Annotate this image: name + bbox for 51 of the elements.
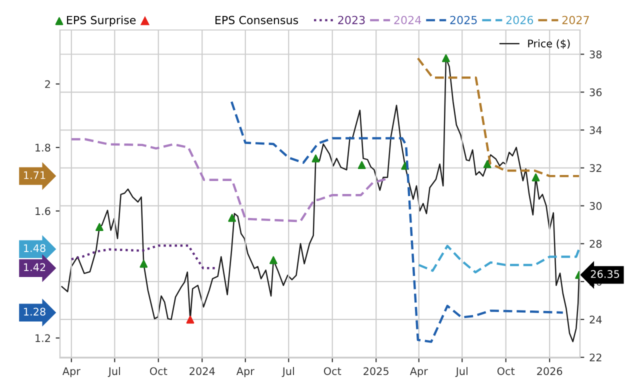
legend-label: EPS Surprise: [67, 16, 136, 26]
line-series: [416, 57, 580, 178]
x-tick-label: Jul: [108, 367, 120, 378]
text: 1.28: [24, 308, 46, 316]
x-tick-label: Apr: [62, 367, 80, 378]
legend-label: 2024: [394, 16, 422, 24]
legend-label: Price ($): [528, 39, 570, 49]
legend-label: 2026: [506, 16, 534, 24]
point: [186, 316, 194, 324]
text: 1.42: [24, 263, 46, 272]
y-tick-label: 1.6: [36, 207, 50, 216]
y-tick-label: 1.8: [36, 144, 50, 152]
legend-label: 2027: [562, 16, 589, 24]
x-tick-label: Oct: [324, 367, 342, 376]
y2-tick-label: 34: [590, 126, 602, 134]
x-tick-label: Oct: [497, 367, 515, 376]
x-tick-label: 2024: [190, 367, 215, 376]
legend-title: EPS Consensus: [215, 16, 298, 24]
x-tick-label: 2025: [364, 367, 388, 376]
x-tick-label: Apr: [236, 367, 254, 378]
legend-label: 2025: [450, 16, 477, 24]
y2-tick-label: 28: [590, 240, 602, 248]
point: [96, 223, 104, 231]
x-tick-label: Jul: [282, 367, 294, 378]
y2-tick-label: 32: [590, 164, 602, 172]
x-tick-label: 2026: [537, 367, 562, 376]
line-series: [418, 244, 580, 274]
y-tick-label: 1.2: [36, 334, 50, 342]
y2-tick-label: 22: [590, 354, 602, 362]
x-tick-label: Jul: [455, 367, 468, 378]
point: [140, 260, 148, 268]
text: 1.71: [24, 171, 46, 179]
point: [358, 161, 366, 170]
y2-tick-label: 24: [590, 316, 602, 324]
point: [532, 173, 540, 182]
x-tick-label: Oct: [150, 367, 168, 376]
point: [228, 214, 236, 222]
y2-tick-label: 38: [590, 50, 602, 58]
line-series: [230, 100, 564, 343]
point: [269, 256, 278, 264]
point: [442, 54, 450, 62]
data-label: 26.35: [590, 270, 620, 278]
legend-label: 2023: [338, 16, 365, 24]
line-series: [70, 244, 218, 270]
x-tick-label: Apr: [410, 367, 428, 378]
text: 1.48: [24, 244, 46, 252]
y-tick-label: 2: [45, 80, 50, 88]
point: [312, 154, 320, 162]
y2-tick-label: 36: [590, 88, 602, 96]
point: [483, 160, 492, 168]
y2-tick-label: 30: [590, 202, 602, 210]
